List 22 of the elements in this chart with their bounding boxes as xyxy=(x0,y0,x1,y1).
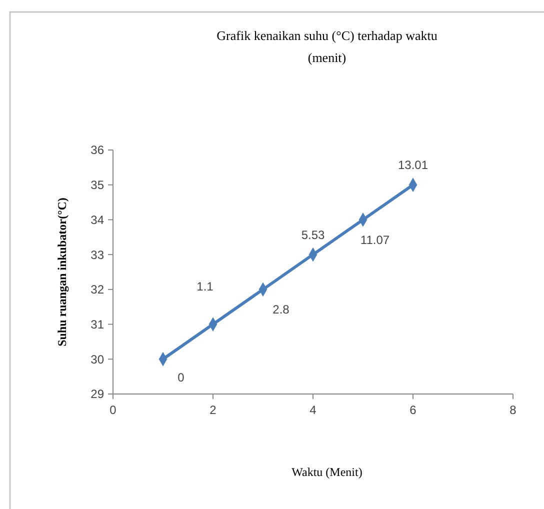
x-tick-label: 8 xyxy=(510,403,517,417)
annotation: 0 xyxy=(178,370,185,384)
chart-title: Grafik kenaikan suhu (°C) terhadap waktu (menit) xyxy=(216,28,438,65)
y-tick-label: 34 xyxy=(90,212,104,227)
y-tick-label: 32 xyxy=(90,282,104,297)
x-axis-title: Waktu (Menit) xyxy=(292,465,362,479)
annotation: 11.07 xyxy=(360,232,390,247)
annotation: 2.8 xyxy=(272,302,290,317)
y-tick-label: 31 xyxy=(90,317,104,332)
annotation: 1.1 xyxy=(196,279,214,294)
y-tick-label: 36 xyxy=(90,143,104,158)
x-tick-label: 2 xyxy=(210,403,217,417)
y-axis-title: Suhu ruangan inkubator(°C) xyxy=(55,198,69,346)
x-tick-label: 0 xyxy=(110,403,117,417)
y-tick-label: 33 xyxy=(90,248,104,262)
y-tick-label: 35 xyxy=(90,178,104,192)
x-tick-label: 4 xyxy=(310,403,317,417)
annotation: 5.53 xyxy=(301,228,325,242)
y-tick-label: 30 xyxy=(90,352,104,366)
y-tick-label: 29 xyxy=(90,387,104,402)
annotation: 13.01 xyxy=(398,158,428,172)
x-tick-label: 6 xyxy=(410,403,417,417)
